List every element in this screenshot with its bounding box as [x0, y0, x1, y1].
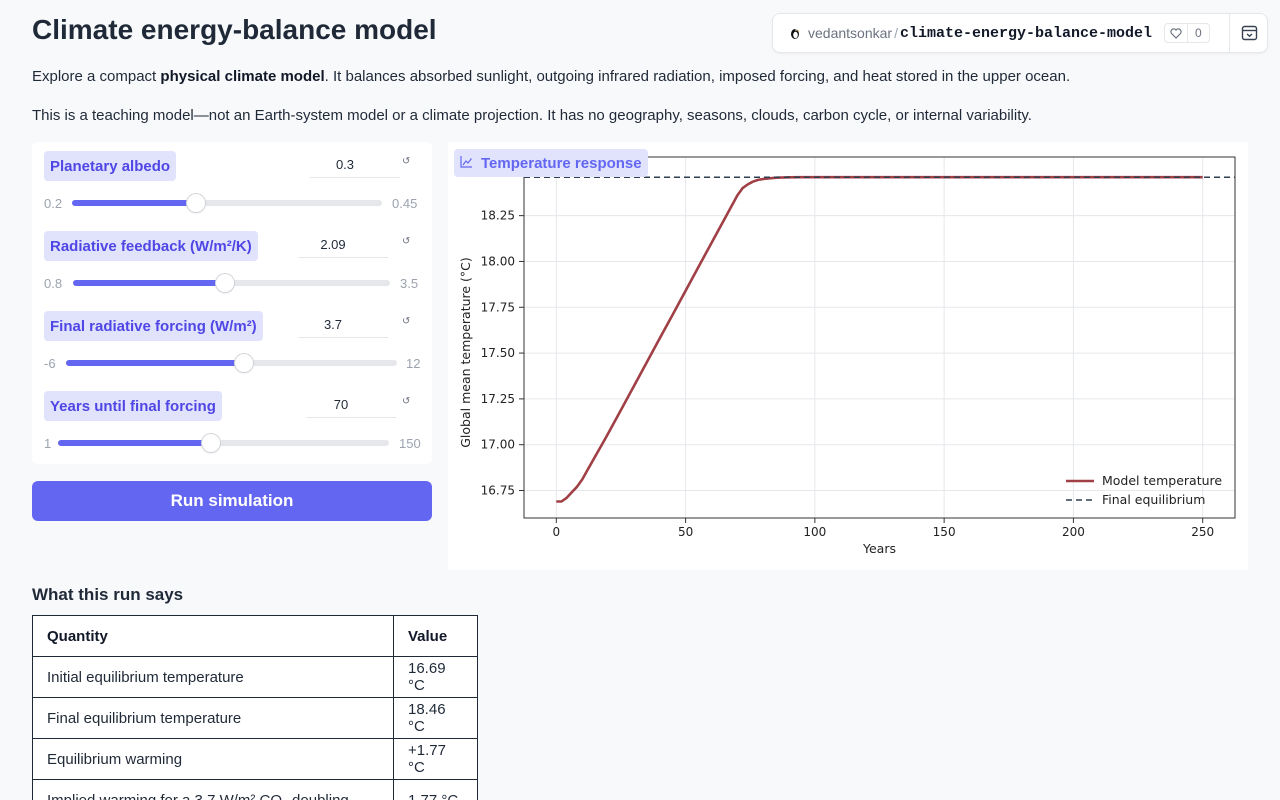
control-albedo: Planetary albedo ↺ 0.2 0.45: [44, 142, 420, 222]
table-cell: 16.69 °C: [394, 657, 478, 698]
y-tick-label: 17.50: [481, 346, 515, 360]
range-max: 0.45: [392, 196, 417, 211]
run-simulation-button[interactable]: Run simulation: [32, 481, 432, 521]
albedo-slider[interactable]: [72, 200, 382, 206]
controls-panel: Planetary albedo ↺ 0.2 0.45 Radiative fe…: [32, 142, 432, 464]
slider-thumb[interactable]: [235, 354, 253, 372]
range-max: 3.5: [400, 276, 418, 291]
slider-thumb[interactable]: [216, 274, 234, 292]
y-tick-label: 16.75: [481, 484, 515, 498]
table-cell: 1.77 °C: [394, 780, 478, 800]
years-slider[interactable]: [58, 440, 389, 446]
control-label: Planetary albedo: [44, 151, 176, 181]
heart-icon: [1165, 24, 1188, 42]
table-cell: +1.77 °C: [394, 739, 478, 780]
years-number-input[interactable]: [306, 392, 396, 418]
results-title: What this run says: [32, 585, 183, 605]
slider-thumb[interactable]: [202, 434, 220, 452]
page-title: Climate energy-balance model: [32, 14, 437, 46]
table-row: Equilibrium warming +1.77 °C: [33, 739, 478, 780]
slider-fill: [66, 360, 244, 366]
column-header: Quantity: [33, 616, 394, 657]
results-table: Quantity Value Initial equilibrium tempe…: [32, 615, 478, 800]
table-header-row: Quantity Value: [33, 616, 478, 657]
table-cell: Equilibrium warming: [33, 739, 394, 780]
range-min: 0.8: [44, 276, 62, 291]
table-cell: 18.46 °C: [394, 698, 478, 739]
x-axis-label: Years: [862, 541, 896, 556]
range-max: 150: [399, 436, 421, 451]
disclaimer-text: This is a teaching model—not an Earth-sy…: [32, 107, 1032, 124]
intro-text: Explore a compact physical climate model…: [32, 68, 1070, 85]
x-tick-label: 0: [552, 525, 560, 539]
legend-entry: Model temperature: [1102, 473, 1222, 488]
y-axis-label: Global mean temperature (°C): [458, 257, 473, 448]
feedback-slider[interactable]: [73, 280, 390, 286]
y-tick-label: 18.00: [481, 254, 515, 268]
feedback-number-input[interactable]: [298, 232, 388, 258]
slider-fill: [73, 280, 225, 286]
repo-badge: vedantsonkar / climate-energy-balance-mo…: [772, 13, 1268, 53]
plot-label-text: Temperature response: [481, 155, 642, 172]
control-feedback: Radiative feedback (W/m²/K) ↺ 0.8 3.5: [44, 222, 420, 302]
column-header: Value: [394, 616, 478, 657]
slider-thumb[interactable]: [187, 194, 205, 212]
like-count: 0: [1188, 26, 1209, 40]
like-button[interactable]: 0: [1164, 23, 1210, 43]
table-cell: Initial equilibrium temperature: [33, 657, 394, 698]
control-label: Radiative feedback (W/m²/K): [44, 231, 258, 261]
plot-frame: [524, 157, 1235, 518]
table-row: Implied warming for a 3.7 W/m² CO₂ doubl…: [33, 780, 478, 800]
reset-icon[interactable]: ↺: [402, 237, 412, 247]
y-tick-label: 17.00: [481, 438, 515, 452]
reset-icon[interactable]: ↺: [402, 157, 412, 167]
control-forcing: Final radiative forcing (W/m²) ↺ -6 12: [44, 302, 420, 382]
reset-icon[interactable]: ↺: [402, 317, 412, 327]
slider-fill: [72, 200, 196, 206]
table-row: Initial equilibrium temperature 16.69 °C: [33, 657, 478, 698]
x-tick-label: 50: [678, 525, 693, 539]
legend-entry: Final equilibrium: [1102, 492, 1205, 507]
x-tick-label: 200: [1062, 525, 1085, 539]
repo-separator: /: [894, 25, 898, 41]
collapse-icon[interactable]: [1241, 25, 1258, 41]
reset-icon[interactable]: ↺: [402, 397, 412, 407]
range-min: 0.2: [44, 196, 62, 211]
table-cell: Implied warming for a 3.7 W/m² CO₂ doubl…: [33, 780, 394, 800]
range-min: 1: [44, 436, 51, 451]
forcing-slider[interactable]: [66, 360, 397, 366]
penguin-icon: [789, 27, 801, 39]
chart-icon: [460, 155, 473, 172]
plot-label: Temperature response: [454, 149, 648, 177]
repo-name-link[interactable]: climate-energy-balance-model: [900, 25, 1152, 42]
repo-owner-link[interactable]: vedantsonkar: [808, 25, 892, 41]
control-label: Final radiative forcing (W/m²): [44, 311, 263, 341]
x-tick-label: 150: [933, 525, 956, 539]
x-tick-label: 250: [1191, 525, 1214, 539]
temperature-chart: 0 50 100 150 200 250 16.75 17.00 17.25 17.50 17.75…: [448, 142, 1248, 570]
control-label: Years until final forcing: [44, 391, 222, 421]
table-cell: Final equilibrium temperature: [33, 698, 394, 739]
plot-panel: 0 50 100 150 200 250 16.75 17.00 17.25 17.50 17.75…: [448, 142, 1248, 570]
repo-divider: [1229, 14, 1230, 52]
control-years: Years until final forcing ↺ 1 150: [44, 382, 420, 462]
table-row: Final equilibrium temperature 18.46 °C: [33, 698, 478, 739]
model-temperature-line: [556, 177, 1202, 501]
x-tick-label: 100: [803, 525, 826, 539]
forcing-number-input[interactable]: [298, 312, 388, 338]
range-max: 12: [406, 356, 420, 371]
slider-fill: [58, 440, 211, 446]
albedo-number-input[interactable]: [310, 152, 400, 178]
range-min: -6: [44, 356, 56, 371]
y-tick-label: 17.75: [481, 300, 515, 314]
y-tick-label: 17.25: [481, 392, 515, 406]
y-tick-label: 18.25: [481, 209, 515, 223]
